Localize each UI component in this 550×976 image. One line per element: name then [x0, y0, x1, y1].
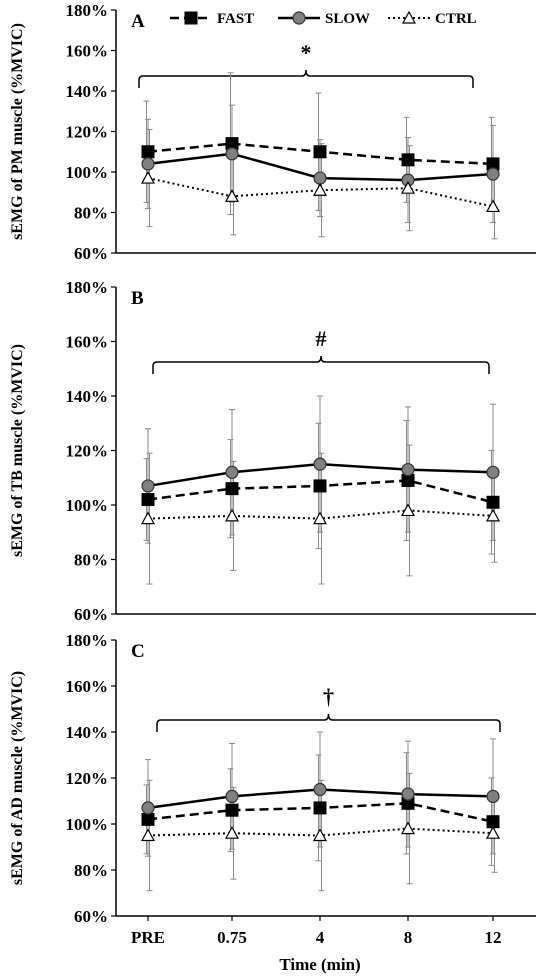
- y-tick-label: 140%: [66, 723, 109, 742]
- significance-symbol: *: [301, 40, 312, 65]
- point-slow: [486, 789, 500, 804]
- y-tick-label: 100%: [66, 496, 109, 515]
- significance-bracket: [156, 713, 501, 732]
- legend-label-ctrl: CTRL: [435, 11, 477, 27]
- y-tick-label: 100%: [66, 815, 109, 834]
- point-fast: [141, 812, 155, 826]
- point-fast: [225, 803, 239, 817]
- point-slow: [313, 171, 327, 185]
- point-ctrl: [400, 180, 416, 194]
- legend-label-slow: SLOW: [325, 11, 370, 27]
- point-slow: [486, 465, 500, 479]
- point-ctrl: [400, 503, 416, 517]
- significance-bracket: [138, 69, 474, 88]
- y-tick-label: 60%: [74, 605, 108, 624]
- y-tick-label: 140%: [66, 82, 109, 101]
- y-tick-label: 80%: [74, 204, 108, 223]
- point-ctrl: [312, 182, 328, 196]
- point-slow: [225, 147, 239, 161]
- y-tick-label: 180%: [66, 1, 109, 20]
- panel-c: 60% 80% 100% 120% 140% 160% 180% sEMG of AD mus…: [9, 631, 536, 926]
- point-ctrl: [224, 189, 240, 202]
- x-tick-label: 8: [404, 928, 413, 947]
- point-ctrl: [224, 825, 240, 839]
- legend-marker-ctrl: [401, 10, 417, 24]
- significance-symbol: †: [323, 684, 334, 709]
- point-fast: [486, 495, 500, 509]
- point-slow: [141, 157, 155, 171]
- legend-label-fast: FAST: [217, 11, 254, 27]
- x-tick-label: 12: [485, 928, 502, 947]
- point-fast: [486, 815, 500, 829]
- point-ctrl: [485, 508, 501, 522]
- panel-b: 60% 80% 100% 120% 140% 160% 180% sEMG of TB mus…: [9, 278, 536, 624]
- point-ctrl: [140, 170, 156, 184]
- point-fast: [141, 145, 155, 159]
- point-slow: [225, 465, 239, 479]
- point-ctrl: [485, 825, 501, 839]
- point-slow: [486, 167, 500, 181]
- point-slow: [401, 462, 415, 477]
- point-slow: [141, 801, 155, 815]
- series-line-ctrl: [147, 827, 494, 837]
- point-fast: [401, 153, 415, 167]
- panel-a: 60% 80% 100% 120% 140% 160% 180% sEMG of PM mus…: [9, 1, 536, 263]
- y-axis-label: sEMG of PM muscle (%MVIC): [9, 23, 26, 240]
- point-ctrl: [485, 199, 501, 213]
- y-tick-label: 160%: [66, 333, 109, 352]
- point-slow: [401, 787, 415, 801]
- legend: FAST SLOW CTRL: [170, 10, 477, 27]
- x-tick-label: PRE: [131, 928, 165, 947]
- y-axis-label: sEMG of TB muscle (%MVIC): [9, 344, 26, 557]
- y-tick-label: 140%: [66, 387, 109, 406]
- y-tick-label: 120%: [66, 123, 109, 142]
- significance-bracket: [152, 355, 490, 374]
- y-tick-label: 120%: [66, 769, 109, 788]
- point-slow: [313, 782, 327, 797]
- point-fast: [313, 801, 327, 815]
- panel-letter: A: [131, 11, 145, 32]
- y-tick-label: 180%: [66, 631, 109, 650]
- point-fast: [313, 145, 327, 159]
- y-tick-label: 120%: [66, 442, 109, 461]
- x-tick-label: 4: [316, 928, 325, 947]
- point-ctrl: [224, 508, 240, 522]
- point-fast: [401, 473, 415, 487]
- point-slow: [225, 789, 239, 804]
- series-line-ctrl: [147, 509, 494, 520]
- point-fast: [225, 482, 239, 496]
- y-tick-label: 160%: [66, 677, 109, 696]
- point-fast: [141, 493, 155, 507]
- y-tick-label: 180%: [66, 278, 109, 297]
- y-tick-label: 60%: [74, 907, 108, 926]
- legend-marker-fast: [184, 11, 198, 25]
- legend-marker-slow: [292, 11, 306, 25]
- point-ctrl: [140, 511, 156, 525]
- y-tick-label: 80%: [74, 551, 108, 570]
- x-axis-label: Time (min): [279, 955, 360, 974]
- y-axis-label: sEMG of AD muscle (%MVIC): [9, 671, 26, 885]
- panel-letter: C: [131, 641, 145, 662]
- panel-letter: B: [131, 288, 144, 309]
- x-tick-label: 0.75: [217, 928, 247, 947]
- point-ctrl: [312, 511, 328, 525]
- point-slow: [141, 479, 155, 493]
- point-ctrl: [140, 828, 156, 842]
- series-line-ctrl: [147, 177, 494, 208]
- y-tick-label: 160%: [66, 42, 109, 61]
- point-ctrl: [400, 821, 416, 835]
- significance-symbol: #: [316, 326, 327, 351]
- point-fast: [313, 479, 327, 493]
- point-ctrl: [312, 828, 328, 842]
- point-slow: [313, 457, 327, 471]
- y-tick-label: 60%: [74, 244, 108, 263]
- y-tick-label: 80%: [74, 861, 108, 880]
- y-tick-label: 100%: [66, 163, 109, 182]
